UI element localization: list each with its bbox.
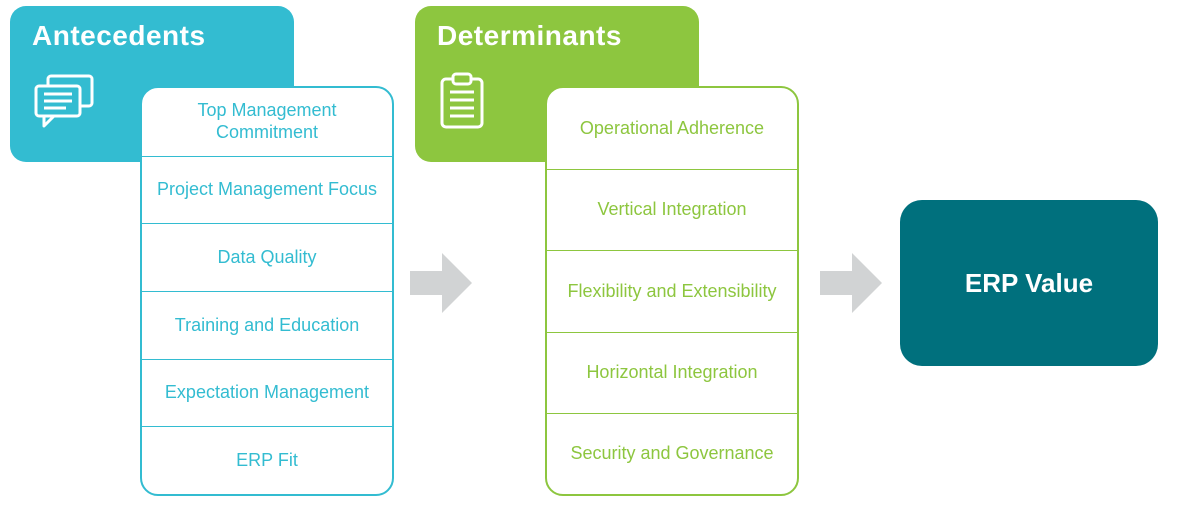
diagram-stage: Antecedents Top Management CommitmentPro…	[0, 0, 1178, 506]
arrow-icon	[820, 253, 882, 318]
list-item: Operational Adherence	[547, 88, 797, 169]
antecedents-list: Top Management CommitmentProject Managem…	[140, 86, 394, 496]
list-item: Training and Education	[142, 291, 392, 359]
result-label: ERP Value	[965, 268, 1093, 299]
list-item: Flexibility and Extensibility	[547, 250, 797, 331]
determinants-list: Operational AdherenceVertical Integratio…	[545, 86, 799, 496]
list-item: Top Management Commitment	[142, 88, 392, 156]
list-item: Vertical Integration	[547, 169, 797, 250]
list-item: ERP Fit	[142, 426, 392, 494]
list-item: Data Quality	[142, 223, 392, 291]
list-item: Horizontal Integration	[547, 332, 797, 413]
list-item: Project Management Focus	[142, 156, 392, 224]
arrow-icon	[410, 253, 472, 318]
list-item: Security and Governance	[547, 413, 797, 494]
determinants-title: Determinants	[437, 20, 677, 52]
antecedents-title: Antecedents	[32, 20, 272, 52]
list-item: Expectation Management	[142, 359, 392, 427]
result-box: ERP Value	[900, 200, 1158, 366]
